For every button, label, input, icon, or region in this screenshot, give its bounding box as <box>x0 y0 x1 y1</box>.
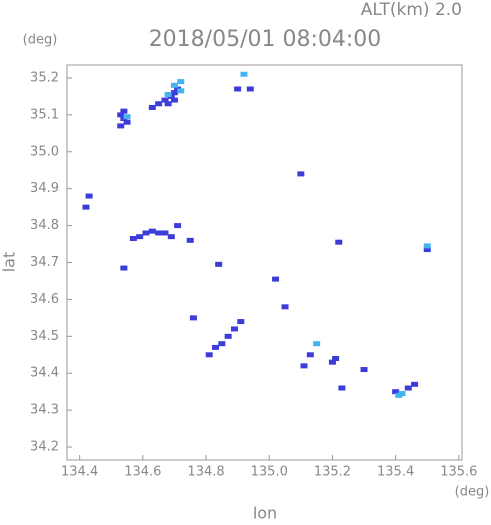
echo-point <box>120 265 128 271</box>
y-axis-label: lat <box>0 252 19 273</box>
echo-point <box>170 82 178 88</box>
echo-point <box>155 230 163 236</box>
echo-point <box>85 193 93 199</box>
chart-title: 2018/05/01 08:04:00 <box>149 27 382 52</box>
x-tick-label: 134.8 <box>187 465 224 480</box>
y-tick-label: 35.2 <box>30 70 59 85</box>
echo-point <box>240 71 248 77</box>
echo-point <box>218 341 226 347</box>
y-tick-label: 34.2 <box>30 440 59 455</box>
echo-point <box>148 228 156 234</box>
echo-point <box>392 389 400 395</box>
echo-point <box>423 247 431 253</box>
echo-point <box>177 88 185 94</box>
echo-point <box>123 114 131 120</box>
echo-point <box>164 101 172 107</box>
echo-point <box>281 304 289 310</box>
echo-point <box>306 352 314 358</box>
echo-point <box>212 344 220 350</box>
echo-point <box>246 86 254 92</box>
echo-point <box>398 391 406 397</box>
y-tick-label: 35.1 <box>30 107 59 122</box>
echo-point <box>313 341 321 347</box>
y-tick-label: 34.5 <box>30 329 59 344</box>
echo-point <box>205 352 213 358</box>
echo-point <box>148 104 156 110</box>
echo-point <box>167 234 175 240</box>
echo-point <box>328 359 336 365</box>
y-tick-label: 34.7 <box>30 255 59 270</box>
echo-point <box>136 234 144 240</box>
echo-point <box>423 243 431 249</box>
echo-point <box>117 112 125 118</box>
echo-point <box>161 97 169 103</box>
echo-point <box>177 79 185 85</box>
y-tick-label: 34.8 <box>30 218 59 233</box>
echo-point <box>82 204 90 210</box>
echo-point <box>411 381 419 387</box>
y-tick-label: 34.4 <box>30 366 59 381</box>
echo-point <box>189 315 197 321</box>
echo-point <box>224 333 232 339</box>
echo-point <box>155 101 163 107</box>
y-unit: (deg) <box>23 33 58 48</box>
echo-point <box>360 367 368 373</box>
echo-point <box>164 92 172 98</box>
echo-point <box>170 90 178 96</box>
echo-point <box>332 355 340 361</box>
echo-point <box>215 261 223 267</box>
echo-point <box>123 119 131 125</box>
x-tick-label: 135.4 <box>377 465 414 480</box>
echo-point <box>117 123 125 129</box>
echo-point <box>338 385 346 391</box>
x-tick-label: 134.4 <box>61 465 98 480</box>
echo-point <box>335 239 343 245</box>
echo-point <box>272 276 280 282</box>
y-tick-label: 34.6 <box>30 292 59 307</box>
y-tick-label: 34.3 <box>30 403 59 418</box>
echo-point <box>237 319 245 325</box>
echo-point <box>170 97 178 103</box>
echo-point <box>161 230 169 236</box>
x-axis-label: lon <box>253 504 277 522</box>
echo-point <box>174 223 182 229</box>
echo-point <box>300 363 308 369</box>
y-tick-label: 34.9 <box>30 181 59 196</box>
x-tick-label: 135.0 <box>251 465 288 480</box>
echo-point <box>230 326 238 332</box>
x-unit: (deg) <box>455 485 490 500</box>
x-tick-label: 135.6 <box>440 465 477 480</box>
echo-point <box>234 86 242 92</box>
echo-point <box>186 237 194 243</box>
x-tick-label: 134.6 <box>124 465 161 480</box>
echo-point <box>404 385 412 391</box>
echo-point <box>142 230 150 236</box>
x-tick-label: 135.2 <box>314 465 351 480</box>
subtitle: ALT(km) 2.0 <box>361 0 462 20</box>
y-tick-label: 35.0 <box>30 144 59 159</box>
echo-point <box>297 171 305 177</box>
echo-point <box>129 236 137 242</box>
echo-point <box>120 108 128 114</box>
